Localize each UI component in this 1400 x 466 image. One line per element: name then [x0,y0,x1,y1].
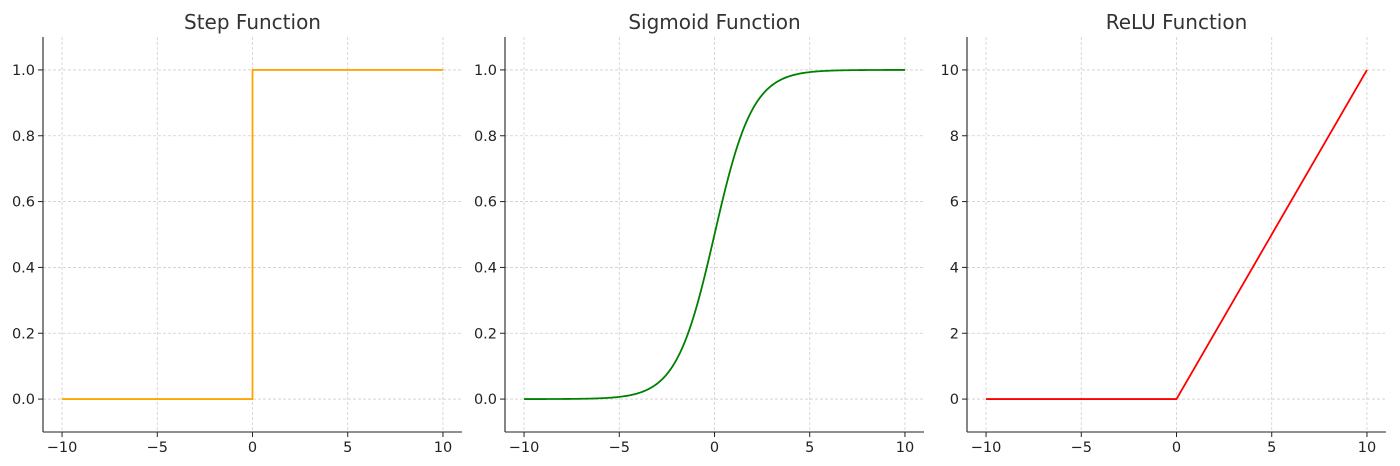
y-tick-label: 8 [950,129,959,145]
chart-panel-1: Step Function −10 −5 0 5 10 0.0 0.2 0.4 0.6 0.8 1.0 [12,10,462,456]
x-tick-label: 0 [1172,440,1181,456]
chart-title: Step Function [184,10,321,34]
y-tick-label: 0 [950,392,959,408]
x-tick-label: 5 [343,440,352,456]
chart-panel-2: Sigmoid Function −10 −5 0 5 10 0.0 0.2 0.4 0.6 0.8… [474,10,924,456]
series-line [986,69,1368,400]
x-tick-label: 10 [434,440,452,456]
x-tick-label: 10 [1358,440,1376,456]
x-tick-label: −10 [509,440,540,456]
y-tick-label: 6 [950,195,959,211]
y-tick-label: 0.2 [12,326,35,342]
chart-title: Sigmoid Function [628,10,800,34]
y-tick-label: 0.8 [12,129,35,145]
chart-title: ReLU Function [1106,10,1248,34]
y-tick-label: 1.0 [474,63,497,79]
x-tick-label: 5 [1267,440,1276,456]
y-tick-label: 2 [950,326,959,342]
y-tick-label: 0.0 [474,392,497,408]
x-tick-label: −5 [1071,440,1092,456]
x-tick-label: −10 [971,440,1002,456]
y-tick-label: 0.4 [474,260,497,276]
series-line [62,69,443,400]
x-tick-label: 0 [248,440,257,456]
x-tick-label: −10 [47,440,78,456]
y-tick-label: 4 [950,260,959,276]
y-tick-label: 0.6 [12,195,35,211]
y-tick-label: 0.0 [12,392,35,408]
y-tick-label: 0.8 [474,129,497,145]
x-tick-label: 0 [710,440,719,456]
x-tick-label: 10 [896,440,914,456]
x-tick-label: 5 [805,440,814,456]
y-tick-label: 0.4 [12,260,35,276]
x-tick-label: −5 [609,440,630,456]
y-tick-label: 1.0 [12,63,35,79]
chart-panel-3: ReLU Function −10 −5 0 5 10 0 2 4 6 8 10 [941,10,1386,456]
y-tick-label: 0.2 [474,326,497,342]
y-tick-label: 10 [941,63,959,79]
x-tick-label: −5 [147,440,168,456]
y-tick-label: 0.6 [474,195,497,211]
series-line [524,69,905,400]
